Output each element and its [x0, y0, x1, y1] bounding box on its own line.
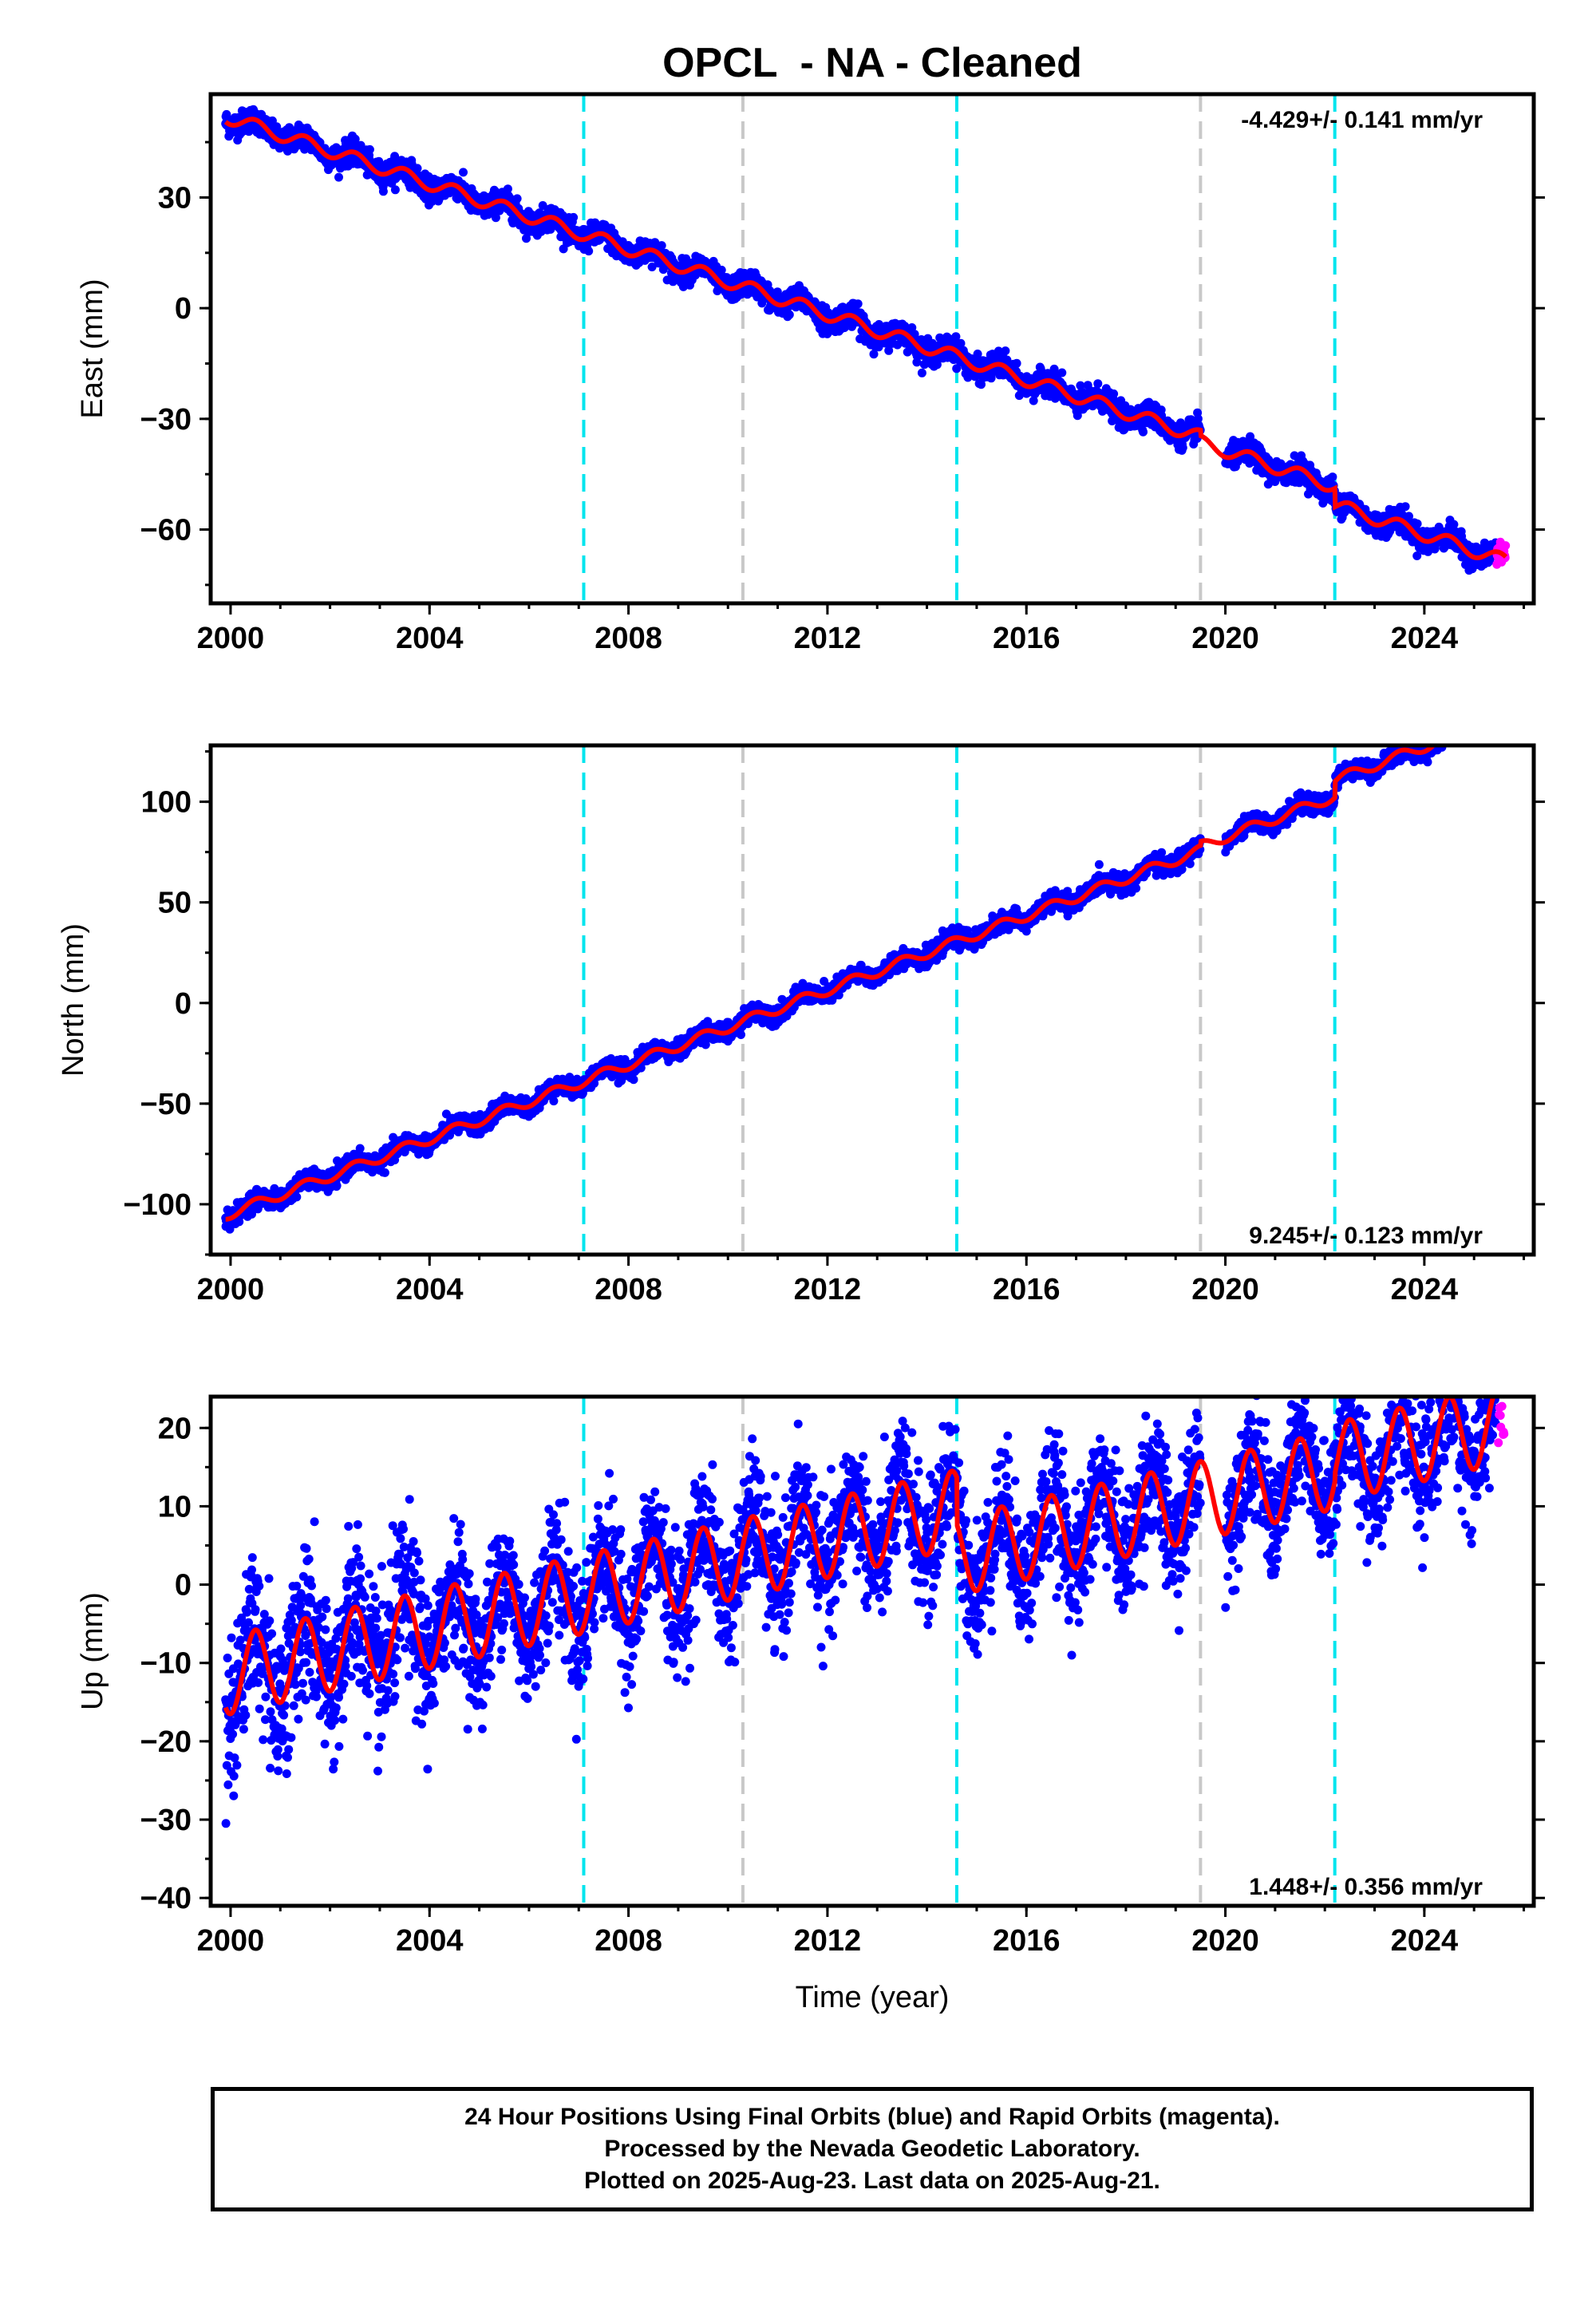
data-point	[1449, 520, 1459, 529]
data-point	[413, 164, 422, 173]
data-point	[1049, 364, 1059, 373]
data-point	[1012, 358, 1021, 368]
data-point	[1057, 368, 1067, 377]
x-tick-label: 2016	[993, 622, 1061, 655]
data-point	[952, 364, 962, 373]
x-tick-label: 2000	[197, 622, 265, 655]
data-point	[1412, 519, 1422, 528]
data-point	[1001, 346, 1010, 356]
data-point	[717, 265, 726, 275]
x-tick-label: 2004	[396, 622, 464, 655]
data-point	[390, 185, 400, 195]
data-point	[1126, 405, 1136, 414]
data-point	[365, 144, 374, 154]
data-point	[1109, 389, 1119, 398]
plot-frame	[208, 92, 1536, 606]
data-point	[272, 122, 282, 132]
final-orbit-points	[221, 105, 1501, 575]
data-point	[1029, 396, 1038, 405]
data-point	[1178, 443, 1187, 453]
data-point	[956, 338, 966, 348]
rapid-data-point	[1501, 541, 1511, 551]
data-point	[973, 350, 982, 358]
data-point	[292, 1192, 302, 1202]
y-tick-label: 0	[175, 292, 192, 326]
data-point	[853, 299, 863, 309]
y-axis-title: East (mm)	[76, 279, 109, 418]
data-point	[1328, 472, 1337, 482]
data-point	[917, 368, 926, 377]
data-point	[1073, 411, 1082, 421]
rate-label: -4.429+/- 0.141 mm/yr	[1241, 107, 1483, 133]
data-point	[657, 241, 666, 251]
east-panel: 30 0 −30 −60 2000 2004 2008 2012 2016 2020 2024 Eas…	[76, 92, 1545, 655]
x-tick-label: 2020	[1191, 622, 1259, 655]
data-point	[1412, 551, 1422, 560]
data-point	[569, 212, 579, 222]
data-point	[1193, 414, 1203, 424]
data-point	[334, 172, 343, 182]
data-point	[1139, 427, 1148, 437]
data-point	[549, 1097, 559, 1106]
data-point	[977, 380, 986, 389]
y-tick-label: −30	[140, 403, 192, 437]
data-point	[355, 1144, 365, 1153]
data-point	[1093, 379, 1103, 389]
x-tick-label: 2008	[595, 622, 662, 655]
model-fit-line	[223, 117, 1508, 560]
data-point	[459, 168, 468, 177]
data-point	[647, 263, 657, 271]
data-point	[512, 194, 522, 204]
data-point	[869, 350, 879, 359]
data-point	[951, 332, 961, 342]
data-point	[332, 1181, 342, 1191]
data-point	[491, 213, 500, 223]
data-point	[784, 310, 794, 319]
x-tick-label: 2012	[794, 622, 862, 655]
data-point	[380, 1168, 389, 1177]
data-point	[350, 134, 360, 144]
data-point	[503, 184, 512, 194]
figure-title: OPCL - NA - Cleaned	[662, 40, 1082, 86]
data-point	[378, 187, 388, 196]
data-point	[1400, 502, 1410, 512]
data-point	[584, 247, 594, 256]
x-tick-label: 2024	[1391, 622, 1459, 655]
final-orbit-points	[221, 745, 1472, 1234]
data-point	[963, 373, 973, 382]
data-point	[1246, 432, 1255, 441]
y-tick-label: −60	[140, 514, 192, 547]
y-tick-label: 30	[158, 181, 192, 215]
data-point	[884, 346, 894, 355]
